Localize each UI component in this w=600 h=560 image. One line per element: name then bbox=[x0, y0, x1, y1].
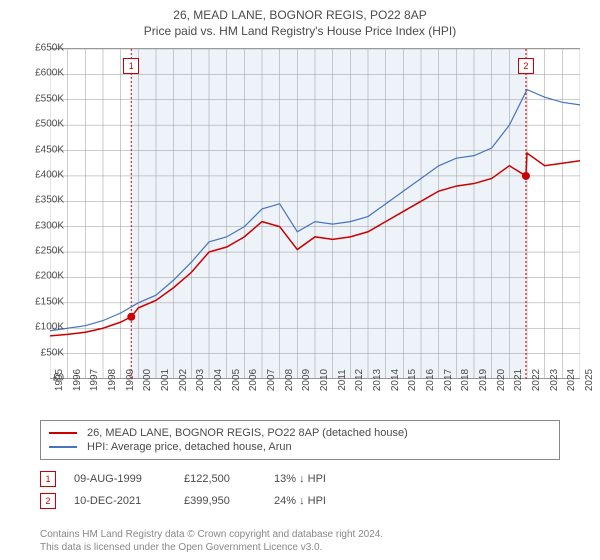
event-row: 1 09-AUG-1999£122,50013% ↓ HPI bbox=[40, 471, 374, 487]
x-tick-label: 2005 bbox=[231, 369, 242, 391]
sale-marker-1: 1 bbox=[123, 58, 139, 74]
x-tick-label: 1996 bbox=[72, 369, 83, 391]
x-tick-label: 2013 bbox=[372, 369, 383, 391]
chart-title: 26, MEAD LANE, BOGNOR REGIS, PO22 8AP bbox=[0, 8, 600, 22]
legend-label: HPI: Average price, detached house, Arun bbox=[87, 441, 292, 453]
footer: Contains HM Land Registry data © Crown c… bbox=[40, 528, 383, 554]
x-tick-label: 2023 bbox=[549, 369, 560, 391]
x-tick-label: 2001 bbox=[160, 369, 171, 391]
x-tick-label: 2010 bbox=[319, 369, 330, 391]
x-tick-label: 2024 bbox=[566, 369, 577, 391]
y-tick-label: £650K bbox=[35, 43, 64, 54]
event-price: £122,500 bbox=[184, 473, 274, 485]
x-tick-label: 2019 bbox=[478, 369, 489, 391]
chart-subtitle: Price paid vs. HM Land Registry's House … bbox=[0, 24, 600, 38]
x-tick-label: 2008 bbox=[284, 369, 295, 391]
x-tick-label: 1998 bbox=[107, 369, 118, 391]
x-tick-label: 2011 bbox=[337, 369, 348, 391]
title-block: 26, MEAD LANE, BOGNOR REGIS, PO22 8AP Pr… bbox=[0, 0, 600, 38]
x-tick-label: 2012 bbox=[354, 369, 365, 391]
y-tick-label: £100K bbox=[35, 322, 64, 333]
x-tick-label: 2015 bbox=[407, 369, 418, 391]
x-tick-label: 2004 bbox=[213, 369, 224, 391]
event-date: 10-DEC-2021 bbox=[74, 495, 184, 507]
legend-item: HPI: Average price, detached house, Arun bbox=[49, 441, 551, 453]
y-tick-label: £250K bbox=[35, 246, 64, 257]
event-marker: 2 bbox=[40, 493, 56, 509]
y-tick-label: £350K bbox=[35, 195, 64, 206]
sale-events: 1 09-AUG-1999£122,50013% ↓ HPI 2 10-DEC-202… bbox=[40, 465, 374, 515]
x-tick-label: 2018 bbox=[460, 369, 471, 391]
y-tick-label: £500K bbox=[35, 119, 64, 130]
event-date: 09-AUG-1999 bbox=[74, 473, 184, 485]
legend: 26, MEAD LANE, BOGNOR REGIS, PO22 8AP (d… bbox=[40, 420, 560, 460]
legend-item: 26, MEAD LANE, BOGNOR REGIS, PO22 8AP (d… bbox=[49, 427, 551, 439]
y-tick-label: £150K bbox=[35, 296, 64, 307]
x-tick-label: 2007 bbox=[266, 369, 277, 391]
x-tick-label: 1997 bbox=[89, 369, 100, 391]
x-tick-label: 2014 bbox=[390, 369, 401, 391]
y-tick-label: £50K bbox=[41, 347, 64, 358]
y-tick-label: £600K bbox=[35, 68, 64, 79]
y-tick-label: £550K bbox=[35, 93, 64, 104]
event-delta: 24% ↓ HPI bbox=[274, 495, 374, 507]
y-tick-label: £300K bbox=[35, 220, 64, 231]
footer-line-1: Contains HM Land Registry data © Crown c… bbox=[40, 528, 383, 541]
y-tick-label: £200K bbox=[35, 271, 64, 282]
event-delta: 13% ↓ HPI bbox=[274, 473, 374, 485]
x-tick-label: 2022 bbox=[531, 369, 542, 391]
x-tick-label: 2002 bbox=[178, 369, 189, 391]
x-tick-label: 2006 bbox=[248, 369, 259, 391]
x-tick-label: 2000 bbox=[142, 369, 153, 391]
legend-swatch bbox=[49, 446, 77, 448]
x-tick-label: 2017 bbox=[443, 369, 454, 391]
event-marker: 1 bbox=[40, 471, 56, 487]
footer-line-2: This data is licensed under the Open Gov… bbox=[40, 541, 383, 554]
x-tick-label: 2009 bbox=[301, 369, 312, 391]
x-tick-label: 2025 bbox=[584, 369, 595, 391]
event-price: £399,950 bbox=[184, 495, 274, 507]
sale-marker-2: 2 bbox=[518, 58, 534, 74]
legend-label: 26, MEAD LANE, BOGNOR REGIS, PO22 8AP (d… bbox=[87, 427, 408, 439]
x-tick-label: 1995 bbox=[54, 369, 65, 391]
x-tick-label: 2020 bbox=[496, 369, 507, 391]
x-tick-label: 2003 bbox=[195, 369, 206, 391]
x-tick-label: 1999 bbox=[125, 369, 136, 391]
chart-container: 26, MEAD LANE, BOGNOR REGIS, PO22 8AP Pr… bbox=[0, 0, 600, 560]
x-tick-label: 2016 bbox=[425, 369, 436, 391]
plot-svg bbox=[50, 48, 580, 379]
legend-swatch bbox=[49, 432, 77, 434]
x-tick-label: 2021 bbox=[513, 369, 524, 391]
chart-plot-area bbox=[50, 48, 580, 378]
event-row: 2 10-DEC-2021£399,95024% ↓ HPI bbox=[40, 493, 374, 509]
y-tick-label: £450K bbox=[35, 144, 64, 155]
y-tick-label: £400K bbox=[35, 169, 64, 180]
